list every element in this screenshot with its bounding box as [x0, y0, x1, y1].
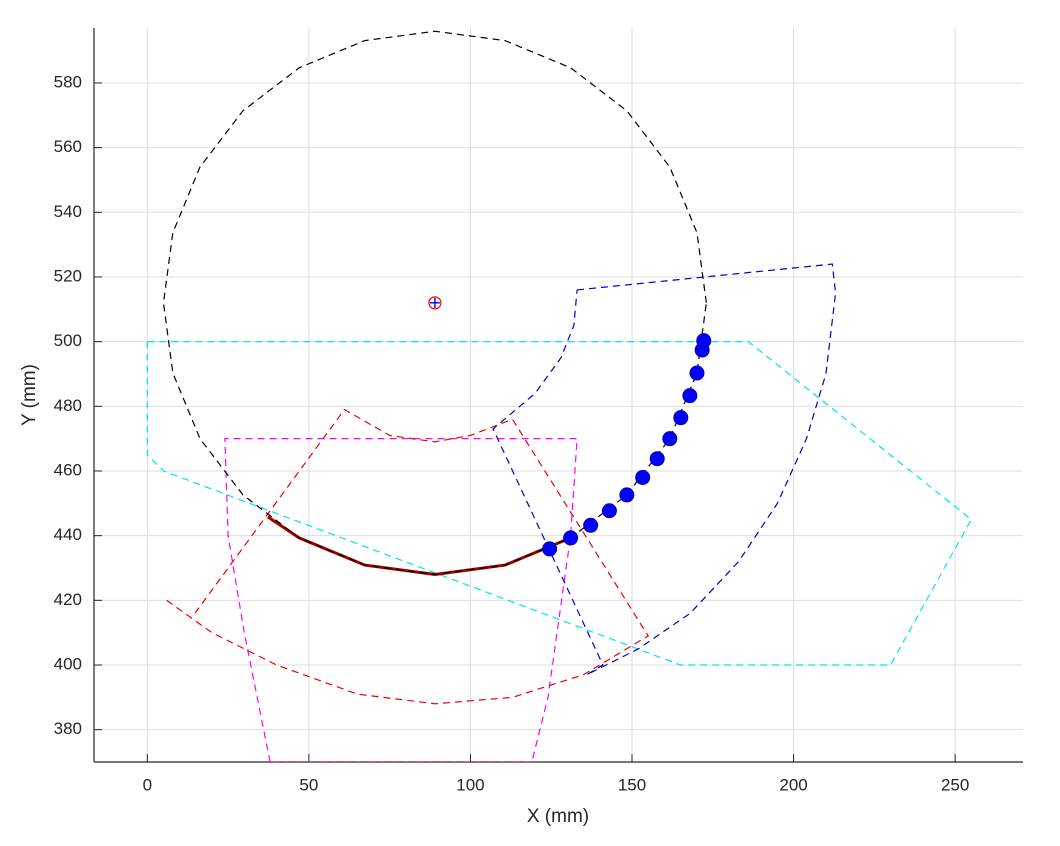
series-line — [267, 515, 572, 576]
series-line — [224, 438, 578, 762]
plot-area — [146, 30, 973, 762]
x-tick-label: 0 — [143, 775, 152, 794]
y-tick-label: 520 — [54, 266, 82, 285]
y-tick-label: 560 — [54, 137, 82, 156]
series-line — [166, 408, 650, 705]
y-axis-label: Y (mm) — [19, 364, 40, 426]
center-ring — [428, 296, 442, 310]
marker — [601, 503, 617, 519]
y-tick-label: 500 — [54, 331, 82, 350]
marker — [673, 410, 689, 426]
marker — [662, 431, 678, 447]
y-tick-label: 480 — [54, 396, 82, 415]
y-tick-label: 580 — [54, 72, 82, 91]
x-tick-label: 200 — [779, 775, 807, 794]
x-tick-label: 150 — [618, 775, 646, 794]
y-tick-label: 380 — [54, 719, 82, 738]
y-tick-label: 540 — [54, 202, 82, 221]
marker — [689, 365, 705, 381]
marker — [619, 487, 635, 503]
series-line — [492, 263, 837, 676]
marker — [682, 388, 698, 404]
series-line — [146, 341, 973, 666]
y-tick-label: 460 — [54, 460, 82, 479]
x-tick-label: 250 — [941, 775, 969, 794]
marker — [696, 333, 712, 349]
y-tick-label: 400 — [54, 654, 82, 673]
x-tick-label: 50 — [299, 775, 318, 794]
x-tick-label: 100 — [456, 775, 484, 794]
center-plus — [429, 297, 440, 308]
y-tick-label: 440 — [54, 525, 82, 544]
marker — [649, 451, 665, 467]
y-tick-label: 420 — [54, 590, 82, 609]
x-axis-label: X (mm) — [527, 806, 589, 827]
marker — [635, 469, 651, 485]
marker — [583, 517, 599, 533]
marker — [542, 541, 558, 557]
marker — [563, 530, 579, 546]
